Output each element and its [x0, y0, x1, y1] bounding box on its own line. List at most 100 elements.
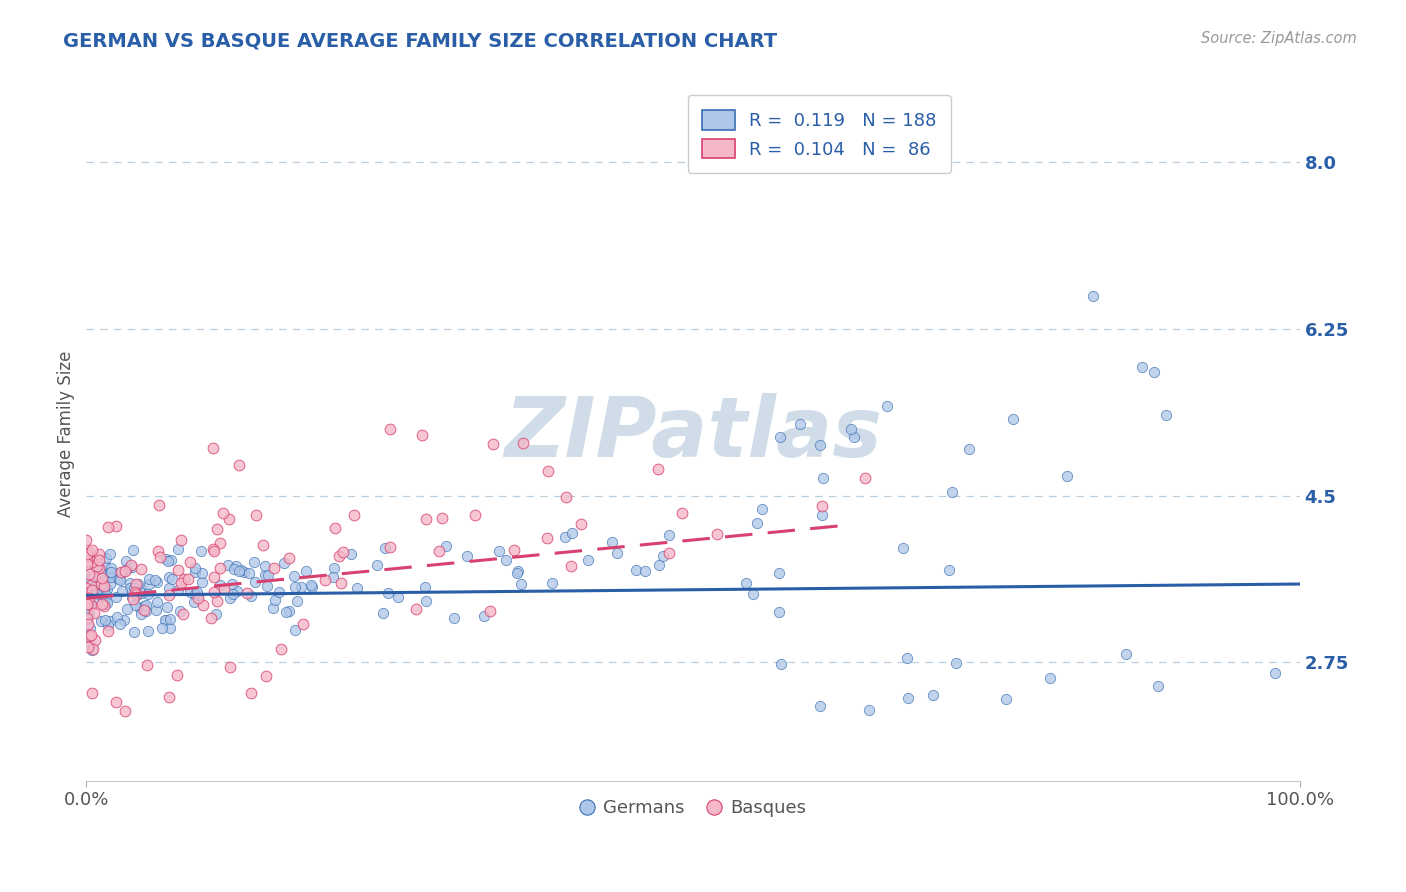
Point: [75, 569, 97, 583]
Point: [76, 591, 98, 605]
Point: [170, 533, 193, 547]
Text: ZIPatlas: ZIPatlas: [503, 393, 882, 475]
Point: [554, 530, 576, 544]
Point: [76, 617, 98, 632]
Point: [93, 573, 115, 587]
Point: [236, 585, 259, 599]
Point: [79, 572, 101, 586]
Point: [240, 685, 263, 699]
Point: [322, 561, 344, 575]
Point: [330, 575, 353, 590]
Point: [125, 576, 148, 591]
Point: [82, 592, 104, 607]
Point: [110, 566, 132, 580]
Point: [143, 574, 166, 588]
Point: [217, 558, 239, 572]
Point: [125, 578, 148, 592]
Point: [273, 556, 295, 570]
Point: [159, 621, 181, 635]
Point: [77, 550, 100, 565]
Point: [77, 640, 100, 654]
Point: [209, 536, 232, 550]
Point: [789, 417, 811, 431]
Point: [146, 595, 169, 609]
Point: [104, 590, 127, 604]
Point: [155, 613, 177, 627]
Point: [891, 541, 914, 555]
Point: [503, 542, 526, 557]
Point: [76, 573, 98, 587]
Point: [82, 686, 104, 700]
Point: [768, 605, 790, 619]
Point: [159, 612, 181, 626]
Point: [278, 604, 301, 618]
Point: [77, 597, 100, 611]
Point: [80, 643, 103, 657]
Point: [76, 612, 98, 626]
Point: [634, 564, 657, 578]
Point: [96, 582, 118, 596]
Point: [135, 657, 157, 672]
Point: [671, 506, 693, 520]
Point: [254, 669, 277, 683]
Point: [160, 572, 183, 586]
Point: [167, 583, 190, 598]
Point: [108, 572, 131, 586]
Point: [267, 584, 290, 599]
Point: [207, 522, 229, 536]
Point: [202, 544, 225, 558]
Point: [201, 541, 224, 556]
Point: [77, 567, 100, 582]
Point: [253, 568, 276, 582]
Point: [148, 498, 170, 512]
Point: [218, 660, 240, 674]
Point: [115, 602, 138, 616]
Point: [100, 560, 122, 574]
Point: [187, 591, 209, 606]
Point: [98, 565, 121, 579]
Point: [205, 594, 228, 608]
Point: [79, 621, 101, 635]
Point: [1056, 469, 1078, 483]
Point: [93, 588, 115, 602]
Point: [479, 604, 502, 618]
Point: [706, 526, 728, 541]
Point: [94, 597, 117, 611]
Point: [377, 586, 399, 600]
Point: [808, 437, 831, 451]
Point: [228, 458, 250, 473]
Point: [205, 607, 228, 622]
Point: [405, 602, 427, 616]
Point: [658, 528, 681, 542]
Point: [84, 632, 107, 647]
Point: [1130, 360, 1153, 375]
Point: [179, 584, 201, 599]
Point: [808, 698, 831, 713]
Point: [941, 484, 963, 499]
Point: [90, 571, 112, 585]
Point: [76, 583, 98, 598]
Point: [76, 597, 98, 611]
Point: [110, 566, 132, 580]
Point: [896, 651, 918, 665]
Point: [108, 617, 131, 632]
Point: [131, 585, 153, 599]
Point: [75, 581, 97, 595]
Point: [371, 606, 394, 620]
Point: [481, 436, 503, 450]
Point: [443, 611, 465, 625]
Point: [839, 422, 862, 436]
Point: [183, 594, 205, 608]
Point: [561, 525, 583, 540]
Point: [299, 578, 322, 592]
Point: [214, 582, 236, 597]
Point: [132, 599, 155, 614]
Point: [96, 618, 118, 632]
Point: [243, 555, 266, 569]
Point: [75, 585, 97, 599]
Point: [82, 641, 104, 656]
Point: [89, 561, 111, 575]
Point: [263, 561, 285, 575]
Point: [94, 613, 117, 627]
Point: [104, 519, 127, 533]
